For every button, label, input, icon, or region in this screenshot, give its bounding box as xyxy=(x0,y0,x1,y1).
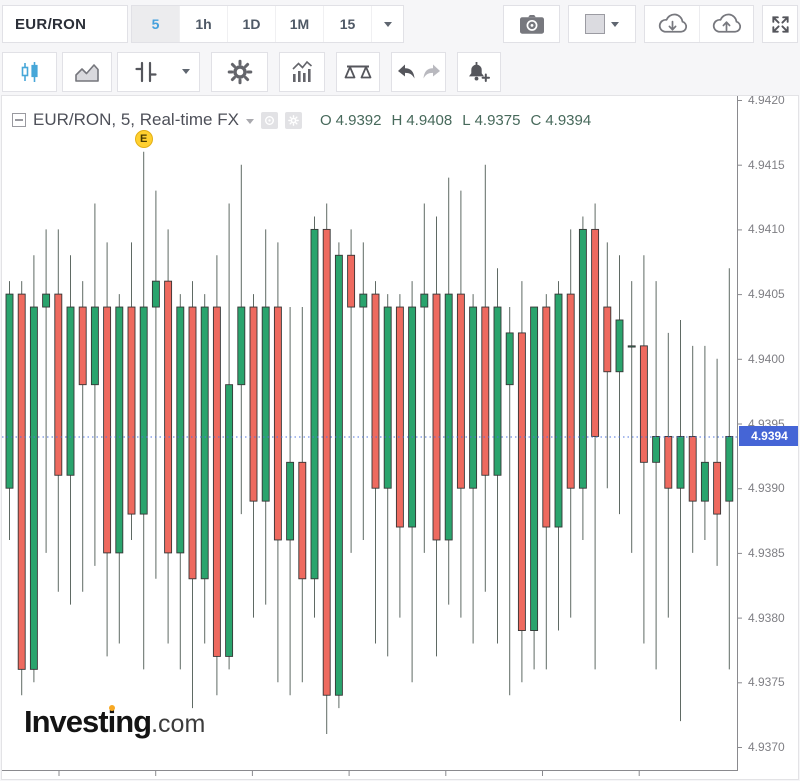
chart-toolbar xyxy=(0,48,800,95)
save-layout-button[interactable] xyxy=(699,6,753,42)
logo-orange-dot: i xyxy=(107,704,117,739)
open-label: O xyxy=(319,111,332,129)
fullscreen-icon xyxy=(771,15,789,33)
alert-bell-icon xyxy=(469,61,490,82)
cloud-upload-icon xyxy=(712,13,742,33)
price-tick-label: 4.9415 xyxy=(748,157,785,172)
symbol-button[interactable]: EUR/RON xyxy=(2,5,128,43)
economic-event-badge[interactable]: E xyxy=(134,129,153,148)
compare-scales-icon xyxy=(344,65,372,78)
interval-1h-button[interactable]: 1h xyxy=(180,6,228,42)
caret-down-icon xyxy=(611,21,619,27)
high-label: H xyxy=(391,111,403,129)
load-layout-button[interactable] xyxy=(645,6,699,42)
chart-panel[interactable]: EUR/RON, 5, Real-time FX xyxy=(1,95,799,780)
price-tick-label: 4.9420 xyxy=(748,95,785,107)
undo-button[interactable] xyxy=(392,53,419,91)
candlestick-chart[interactable] xyxy=(2,96,798,779)
bar-style-icon xyxy=(134,61,157,82)
redo-button[interactable] xyxy=(419,53,445,91)
chart-style-selector[interactable] xyxy=(568,5,636,43)
ohlc-readout: O 4.9392 H 4.9408 L 4.9375 C 4.9394 xyxy=(315,112,591,129)
top-toolbar: EUR/RON 5 1h 1D 1M 15 xyxy=(0,0,800,48)
low-label: L xyxy=(462,111,471,129)
close-value: 4.9394 xyxy=(545,111,592,129)
camera-icon xyxy=(519,14,544,34)
legend-visibility-button[interactable] xyxy=(260,111,278,129)
undo-icon xyxy=(397,64,414,79)
price-tick-label: 4.9385 xyxy=(748,545,785,560)
cloud-group xyxy=(644,5,754,43)
legend-settings-button[interactable] xyxy=(284,111,302,129)
price-tick-label: 4.9390 xyxy=(748,481,785,496)
gear-icon xyxy=(288,114,299,126)
target-circle-icon xyxy=(264,115,274,125)
interval-group: 5 1h 1D 1M 15 xyxy=(131,5,404,43)
high-value: 4.9408 xyxy=(406,111,453,129)
interval-1m-button[interactable]: 1M xyxy=(276,6,324,42)
low-value: 4.9375 xyxy=(474,111,521,129)
caret-down-icon xyxy=(182,69,190,74)
bar-style-group xyxy=(117,51,200,92)
settings-button[interactable] xyxy=(211,51,268,92)
area-chart-type-button[interactable] xyxy=(62,51,112,92)
interval-1d-button[interactable]: 1D xyxy=(228,6,276,42)
compare-button[interactable] xyxy=(336,51,380,92)
indicators-icon xyxy=(292,60,313,82)
history-group xyxy=(391,51,446,92)
logo-text: Investing xyxy=(24,704,152,739)
screenshot-button[interactable] xyxy=(503,5,560,43)
candlestick-chart-icon xyxy=(21,61,38,82)
price-tick-label: 4.9375 xyxy=(748,675,785,690)
open-value: 4.9392 xyxy=(335,111,382,129)
close-label: C xyxy=(530,111,542,129)
price-tick-label: 4.9400 xyxy=(748,351,785,366)
indicators-button[interactable] xyxy=(279,51,325,92)
price-tick-label: 4.9380 xyxy=(748,610,785,625)
settings-gear-icon xyxy=(227,59,252,84)
cloud-download-icon xyxy=(658,13,687,33)
bar-style-caret-button[interactable] xyxy=(173,53,199,91)
legend-title: EUR/RON, 5, Real-time FX xyxy=(33,110,239,129)
price-tick-label: 4.9405 xyxy=(748,287,785,302)
price-tick-label: 4.9410 xyxy=(748,222,785,237)
interval-caret-button[interactable] xyxy=(372,6,403,42)
legend-caret-down-icon[interactable] xyxy=(245,119,254,124)
price-tick-label: 4.9370 xyxy=(748,740,785,754)
candlestick-type-button[interactable] xyxy=(2,51,57,92)
area-chart-icon xyxy=(75,63,99,82)
fullscreen-button[interactable] xyxy=(762,5,798,43)
collapse-legend-icon[interactable] xyxy=(12,113,26,127)
interval-15-button[interactable]: 15 xyxy=(324,6,372,42)
style-swatch-icon xyxy=(585,14,605,34)
bar-style-button[interactable] xyxy=(118,53,173,91)
chart-legend: EUR/RON, 5, Real-time FX xyxy=(12,110,591,130)
redo-icon xyxy=(423,64,440,79)
last-price-label: 4.9394 xyxy=(739,426,798,447)
caret-down-icon xyxy=(383,21,392,27)
top-toolbar-right xyxy=(503,5,798,43)
create-alert-button[interactable] xyxy=(457,51,501,92)
investing-logo: Investing .com xyxy=(24,704,205,740)
interval-5-button[interactable]: 5 xyxy=(132,6,180,42)
logo-suffix: .com xyxy=(151,710,206,738)
